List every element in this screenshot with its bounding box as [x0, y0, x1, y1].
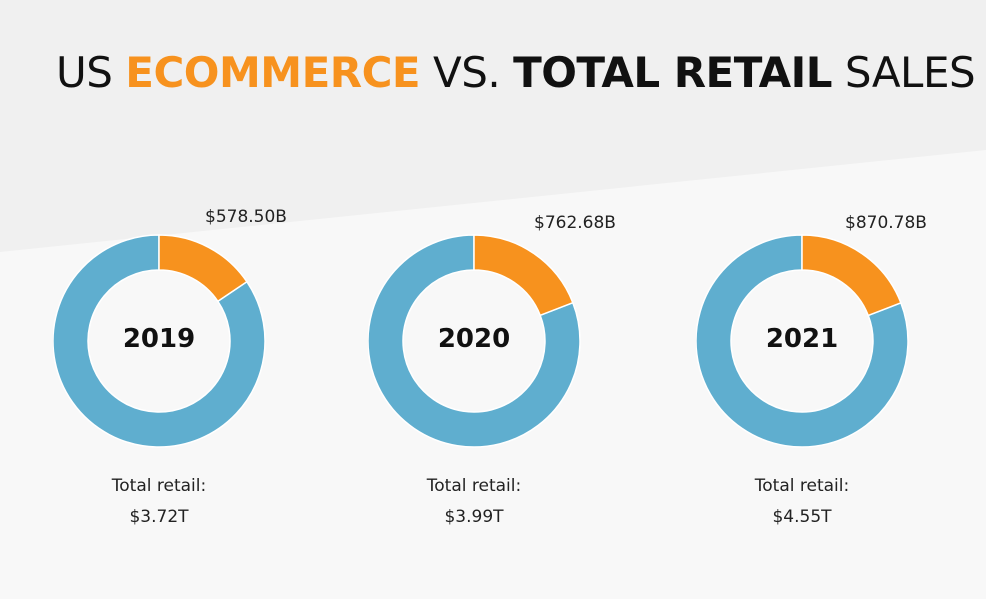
page-title: US ECOMMERCE VS. TOTAL RETAIL SALES [56, 48, 976, 97]
total-retail-label-2020: Total retail: $3.99T [368, 471, 580, 533]
title-total-retail: TOTAL RETAIL [513, 48, 833, 97]
ecommerce-slice-2021 [801, 234, 902, 317]
total-retail-caption-2021: Total retail: [754, 476, 850, 496]
donut-2019-svg [53, 234, 266, 448]
total-retail-label-2019: Total retail: $3.72T [53, 471, 265, 533]
title-ecommerce: ECOMMERCE [125, 48, 421, 97]
total-retail-caption-2020: Total retail: [426, 476, 522, 496]
total-retail-value-2020: $3.99T [444, 507, 504, 527]
donut-chart-2019: $578.50B 2019 Total retail: $3.72T [53, 0, 313, 599]
total-retail-value-2021: $4.55T [772, 507, 832, 527]
donut-chart-2020: $762.68B 2020 Total retail: $3.99T [368, 0, 628, 599]
year-label-2020: 2020 [437, 324, 511, 354]
year-label-2021: 2021 [765, 324, 839, 354]
title-part-us: US [56, 48, 126, 97]
ecommerce-value-2020: $762.68B [534, 213, 616, 233]
ecommerce-value-2021: $870.78B [845, 213, 927, 233]
ecommerce-value-2019: $578.50B [205, 207, 287, 227]
title-part-sales: SALES [832, 48, 976, 97]
ecommerce-slice-2020 [473, 234, 574, 317]
total-retail-ring-2019 [53, 234, 266, 448]
ecommerce-slice-2019 [158, 234, 248, 303]
total-retail-caption-2019: Total retail: [111, 476, 207, 496]
donut-2021-svg [696, 234, 909, 448]
background-top-band [0, 0, 986, 252]
title-part-vs: VS. [420, 48, 514, 97]
donut-2020-svg [368, 234, 581, 448]
total-retail-label-2021: Total retail: $4.55T [696, 471, 908, 533]
total-retail-value-2019: $3.72T [129, 507, 189, 527]
total-retail-ring-2021 [696, 234, 909, 448]
year-label-2019: 2019 [122, 324, 196, 354]
total-retail-ring-2020 [368, 234, 581, 448]
donut-chart-2021: $870.78B 2021 Total retail: $4.55T [696, 0, 956, 599]
